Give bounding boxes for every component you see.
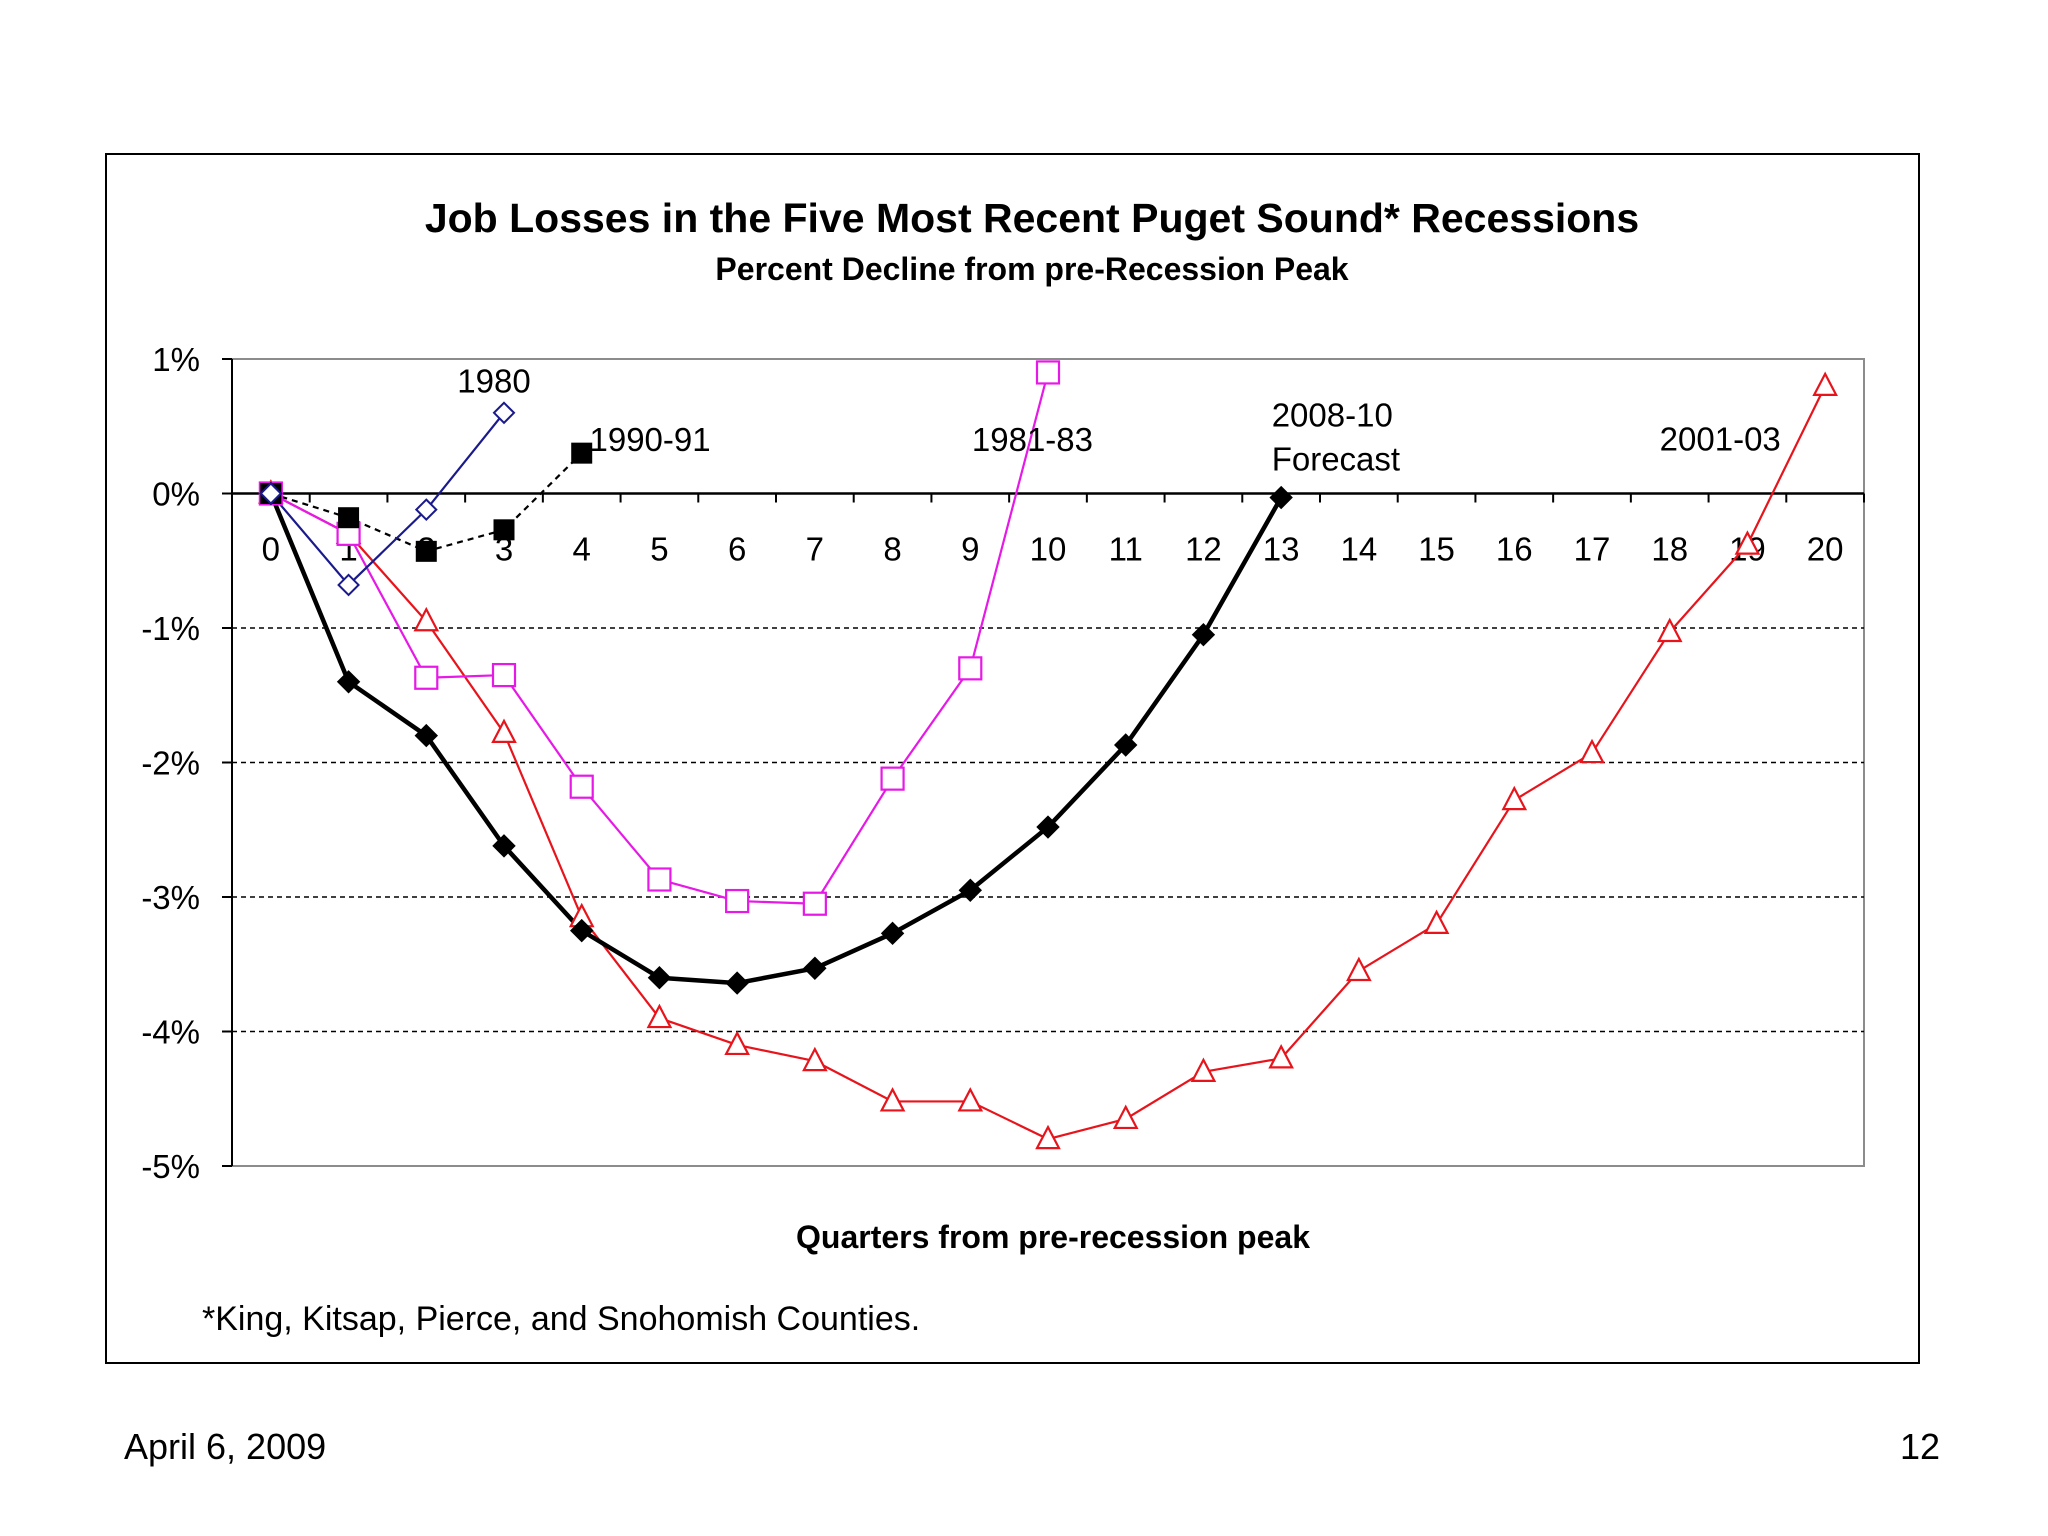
series-annotation: 1980 [457,363,530,400]
series-line [270,412,505,587]
x-tick-label: 9 [961,531,979,568]
y-tick-label: -1% [141,610,200,647]
series-line [268,492,1284,986]
x-tick-label: 6 [728,531,746,568]
data-point [493,519,515,541]
y-tick-label: 1% [152,341,200,378]
data-point [1036,815,1060,839]
x-tick-label: 0 [262,531,280,568]
data-point [880,921,905,946]
y-tick-label: -5% [141,1148,200,1185]
series-annotation: Forecast [1272,441,1400,478]
x-tick-label: 17 [1574,531,1611,568]
data-point [880,766,905,791]
data-point [725,971,749,995]
data-point [491,718,517,744]
data-point [957,1087,984,1112]
data-point [1268,1044,1294,1069]
data-point [413,606,440,632]
data-point [1035,360,1061,385]
x-tick-label: 8 [883,531,901,568]
data-point [337,573,360,597]
x-axis-label: Quarters from pre-recession peak [796,1219,1310,1255]
x-tick-label: 13 [1263,531,1300,568]
data-point [1112,1104,1139,1130]
data-point [646,1003,673,1029]
x-tick-label: 4 [573,531,591,568]
data-point [1656,617,1683,643]
data-point [414,723,438,748]
y-tick-label: -3% [141,879,200,916]
data-point [1269,485,1293,510]
data-point [414,665,439,690]
slide-date: April 6, 2009 [124,1426,327,1467]
data-point [725,888,750,914]
x-tick-label: 5 [650,531,668,568]
data-point [569,774,594,799]
series-annotation: 1981-83 [972,421,1093,458]
data-point [802,1046,828,1072]
data-point [491,662,517,688]
data-point [1734,530,1761,555]
series-annotation: 2001-03 [1660,420,1781,457]
series-annotation: 1990-91 [589,421,710,458]
data-point [724,1030,750,1056]
data-point [1114,733,1138,757]
data-point [803,956,827,980]
data-point [958,878,982,902]
data-point [338,507,360,529]
x-tick-label: 18 [1651,531,1688,568]
data-point [492,834,516,858]
slide-number: 12 [1899,1426,1940,1467]
data-point [571,442,593,464]
data-point [259,482,283,505]
x-tick-label: 20 [1807,531,1844,568]
y-tick-label: -4% [141,1014,200,1051]
data-point [879,1087,906,1112]
x-tick-label: 12 [1185,531,1222,568]
x-tick-label: 14 [1340,531,1377,568]
data-point [1191,623,1216,647]
data-point [647,867,672,892]
x-tick-label: 7 [806,531,824,568]
data-point [1346,956,1372,982]
y-tick-label: 0% [152,476,200,513]
data-point [1423,909,1450,935]
y-tick-label: -2% [141,745,200,782]
line-chart: Job Losses in the Five Most Recent Puget… [141,195,1865,1338]
chart-title: Job Losses in the Five Most Recent Puget… [425,195,1639,241]
data-point [414,498,438,522]
data-point [1035,1124,1061,1150]
x-tick-label: 10 [1030,531,1067,568]
data-point [1501,785,1528,811]
data-point [647,965,672,990]
x-tick-label: 16 [1496,531,1533,568]
data-point [1190,1057,1217,1082]
data-point [958,656,983,681]
chart-subtitle: Percent Decline from pre-Recession Peak [715,251,1348,287]
x-tick-label: 11 [1109,531,1143,568]
data-point [1579,738,1605,764]
data-point [492,401,516,425]
data-point [802,891,827,916]
data-point [415,540,437,562]
series-annotation: 2008-10 [1272,396,1393,433]
data-point [570,918,594,943]
footnote: *King, Kitsap, Pierce, and Snohomish Cou… [202,1300,920,1338]
data-point [336,670,361,694]
chart-frame: Job Losses in the Five Most Recent Puget… [105,153,1920,1364]
data-point [1812,371,1838,396]
x-tick-label: 15 [1418,531,1455,568]
